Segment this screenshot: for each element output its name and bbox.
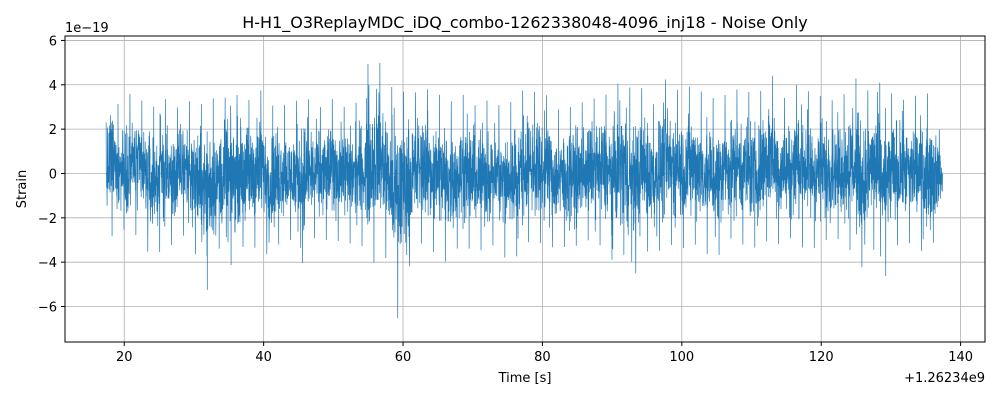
chart-title: H-H1_O3ReplayMDC_iDQ_combo-1262338048-40… [242, 13, 808, 33]
y-tick-label: −4 [38, 256, 57, 271]
x-ticks: 20 40 60 80 100 120 140 [116, 342, 973, 365]
y-tick-label: 4 [49, 79, 57, 94]
y-ticks: −6 −4 −2 0 2 4 6 [38, 34, 65, 316]
y-tick-label: 2 [49, 123, 57, 138]
x-tick-label: 80 [534, 350, 551, 365]
x-offset-label: +1.26234e9 [904, 371, 985, 386]
y-tick-label: 0 [49, 167, 57, 182]
x-tick-label: 60 [395, 350, 412, 365]
x-tick-label: 20 [116, 350, 133, 365]
y-tick-label: 6 [49, 34, 57, 49]
y-axis-label: Strain [15, 170, 30, 209]
plot-area [105, 62, 943, 319]
x-tick-label: 140 [948, 350, 973, 365]
strain-series-line [105, 62, 943, 319]
y-exponent-label: 1e−19 [65, 21, 109, 36]
x-tick-label: 120 [809, 350, 834, 365]
x-axis-label: Time [s] [498, 371, 552, 386]
y-tick-label: −2 [38, 212, 57, 227]
x-tick-label: 100 [669, 350, 694, 365]
x-tick-label: 40 [255, 350, 272, 365]
y-tick-label: −6 [38, 301, 57, 316]
axes-frame [64, 35, 986, 343]
